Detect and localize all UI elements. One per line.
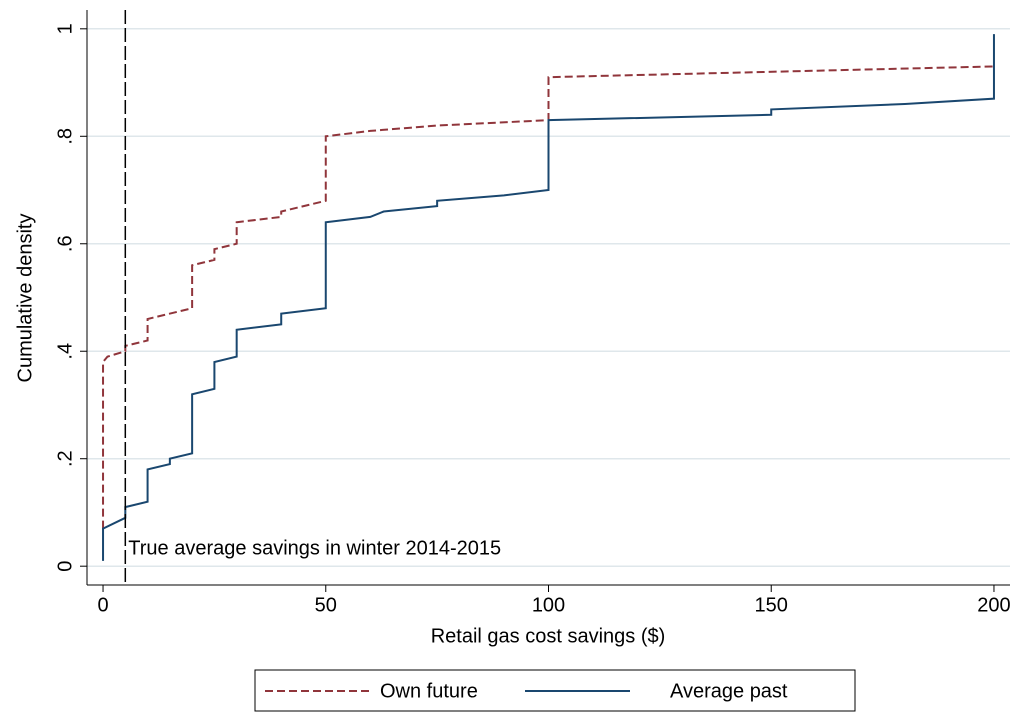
y-axis-label: Cumulative density (14, 214, 36, 383)
y-tick-label: 0 (54, 561, 76, 572)
x-axis-label: Retail gas cost savings ($) (431, 625, 666, 647)
y-tick-label: .4 (54, 343, 76, 360)
x-tick-label: 50 (315, 594, 337, 616)
y-tick-label: 1 (54, 23, 76, 34)
series-line (102, 34, 995, 561)
legend-box (254, 669, 856, 712)
x-tick-label: 100 (532, 594, 565, 616)
legend-label: Own future (380, 680, 478, 702)
x-tick-label: 200 (977, 594, 1010, 616)
y-tick-label: .2 (54, 450, 76, 467)
legend-label: Average past (670, 680, 788, 702)
x-tick-label: 0 (97, 594, 108, 616)
series-line (102, 65, 994, 529)
y-tick-label: .8 (54, 128, 76, 145)
annotation: True average savings in winter 2014-2015 (128, 537, 501, 559)
y-tick-label: .6 (54, 235, 76, 252)
x-tick-label: 150 (755, 594, 788, 616)
